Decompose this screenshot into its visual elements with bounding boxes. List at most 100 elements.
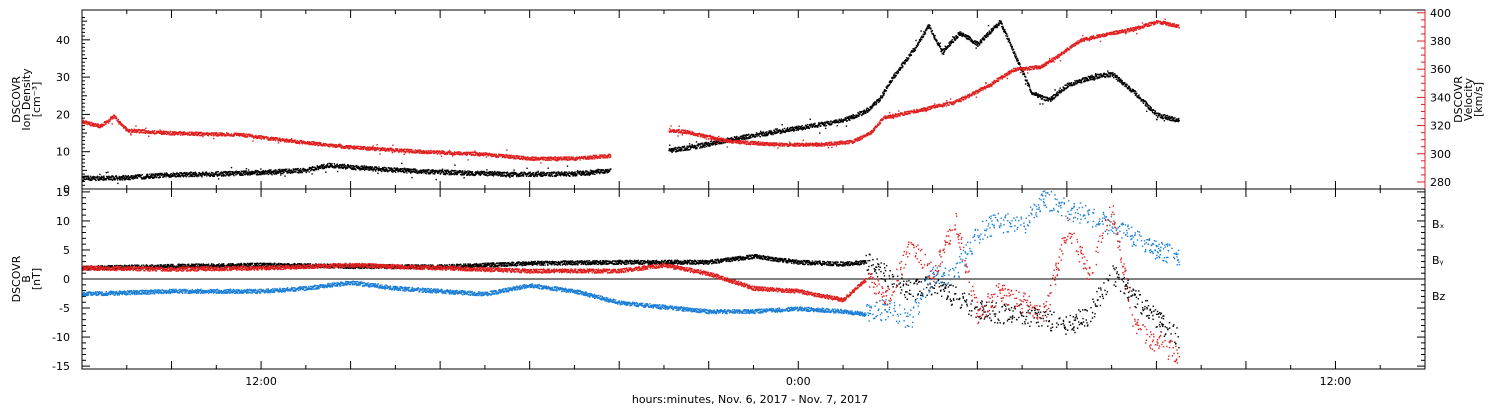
- top-red-seg0-point: [182, 133, 184, 135]
- top-black-seg0-point: [397, 168, 399, 170]
- top-black-seg1-point: [718, 142, 721, 145]
- top-red-seg0-point: [127, 130, 130, 132]
- top-black-seg0-point: [339, 167, 342, 169]
- top-red-seg0-point: [267, 136, 269, 139]
- top-red-seg0-point: [300, 140, 302, 142]
- top-black-seg1-point: [697, 145, 700, 147]
- top-black-seg0-point: [366, 168, 368, 171]
- top-black-seg1-point: [708, 144, 710, 147]
- top-black-seg0-point: [588, 172, 590, 175]
- top-black-seg1-point: [979, 39, 982, 41]
- top-red-seg0-point: [277, 142, 280, 144]
- top-black-seg1-point: [778, 131, 780, 133]
- top-black-seg1-point: [730, 138, 732, 140]
- top-black-seg0-point: [602, 169, 605, 171]
- top-red-seg0-point: [186, 132, 189, 135]
- top-black-seg1-point: [722, 141, 724, 144]
- top-black-seg1-point: [744, 138, 746, 140]
- top-black-seg0-point: [463, 173, 466, 176]
- top-black-seg1-point: [899, 68, 902, 70]
- top-black-seg0-point: [454, 164, 456, 166]
- top-black-seg0-point: [283, 168, 285, 171]
- top-black-seg1-point: [1036, 94, 1039, 97]
- top-black-seg0-point: [343, 164, 345, 166]
- top-black-seg1-point: [801, 129, 804, 131]
- top-red-seg0-point: [167, 131, 169, 133]
- top-black-seg1-point: [1131, 88, 1134, 90]
- top-black-seg1-point: [672, 149, 674, 151]
- top-black-seg1-point: [671, 151, 673, 154]
- top-black-seg0-point: [398, 170, 400, 173]
- top-black-seg0-point: [471, 174, 473, 176]
- top-black-seg1-point: [1172, 116, 1174, 119]
- top-black-seg0-point: [169, 174, 172, 176]
- top-black-seg0-point: [396, 168, 399, 171]
- top-black-seg1-point: [825, 124, 827, 127]
- top-black-seg0-point: [145, 175, 147, 178]
- top-black-seg1-point: [1159, 114, 1161, 116]
- top-black-seg1-point: [1164, 116, 1166, 118]
- top-black-seg0-point: [269, 169, 271, 172]
- top-black-seg1-point: [1138, 94, 1140, 96]
- top-black-seg1-point: [689, 148, 691, 151]
- top-black-seg0-point: [292, 171, 294, 173]
- top-black-seg0-point: [286, 168, 288, 170]
- top-black-seg0-point: [530, 175, 532, 177]
- top-black-seg1-point: [992, 27, 994, 29]
- top-red-seg0-point: [110, 118, 112, 120]
- top-black-seg0-point: [166, 174, 168, 176]
- top-black-seg0-point: [583, 174, 585, 176]
- top-black-seg1-point: [715, 142, 717, 144]
- top-black-seg1-point: [1155, 112, 1157, 115]
- top-black-seg0-point: [573, 173, 576, 176]
- top-black-seg1-point: [1091, 74, 1093, 77]
- top-black-seg1-point: [1156, 112, 1159, 115]
- top-black-seg1-point: [875, 104, 877, 106]
- top-red-seg0-point: [206, 132, 208, 134]
- top-black-seg0-point: [575, 172, 577, 174]
- top-black-seg1-point: [879, 99, 881, 101]
- top-black-seg0-point: [172, 173, 174, 176]
- top-black-seg1-point: [875, 103, 878, 105]
- top-black-seg1-point: [913, 50, 915, 52]
- top-black-seg1-point: [871, 107, 873, 109]
- top-black-seg1-point: [904, 63, 906, 65]
- top-black-seg1-point: [1029, 88, 1031, 90]
- top-black-seg0-point: [598, 172, 601, 174]
- top-black-seg1-point: [1100, 73, 1102, 75]
- top-black-seg0-point: [100, 178, 102, 180]
- top-black-seg0-point: [434, 172, 436, 174]
- top-black-seg0-point: [425, 170, 428, 172]
- top-red-seg0-point: [98, 124, 101, 127]
- top-black-seg1-point: [1124, 81, 1126, 84]
- top-black-seg1-point: [789, 127, 792, 129]
- top-black-seg1-point: [709, 144, 711, 147]
- top-black-seg0-point: [116, 177, 118, 180]
- top-black-seg0-point: [112, 177, 115, 180]
- top-black-seg1-point: [1154, 110, 1156, 113]
- top-black-seg0-point: [430, 171, 432, 174]
- top-black-seg1-point: [1039, 94, 1041, 96]
- top-black-seg1-point: [1028, 86, 1031, 88]
- top-black-seg1-point: [1166, 118, 1168, 120]
- top-black-seg1-point: [1146, 102, 1148, 104]
- top-black-seg1-point: [986, 35, 988, 38]
- top-black-seg1-point: [1056, 91, 1058, 93]
- top-black-seg1-point: [919, 37, 922, 39]
- top-black-seg1-point: [977, 45, 979, 47]
- top-black-seg1-point: [748, 133, 750, 136]
- top-black-seg0-point: [82, 180, 84, 182]
- top-red-seg0-point: [165, 131, 168, 133]
- top-red-seg0-point: [134, 131, 136, 133]
- top-black-seg0-point: [565, 174, 567, 176]
- top-black-seg0-point: [551, 175, 554, 177]
- top-black-seg1-point: [1153, 113, 1156, 115]
- top-black-seg1-point: [813, 123, 815, 125]
- top-black-seg1-point: [966, 35, 968, 38]
- top-black-seg1-point: [845, 125, 848, 127]
- top-black-seg0-point: [390, 170, 393, 173]
- top-black-seg1-point: [1144, 100, 1147, 103]
- top-black-seg0-point: [522, 173, 524, 176]
- top-black-seg0-point: [200, 173, 202, 175]
- top-black-seg1-point: [712, 143, 715, 146]
